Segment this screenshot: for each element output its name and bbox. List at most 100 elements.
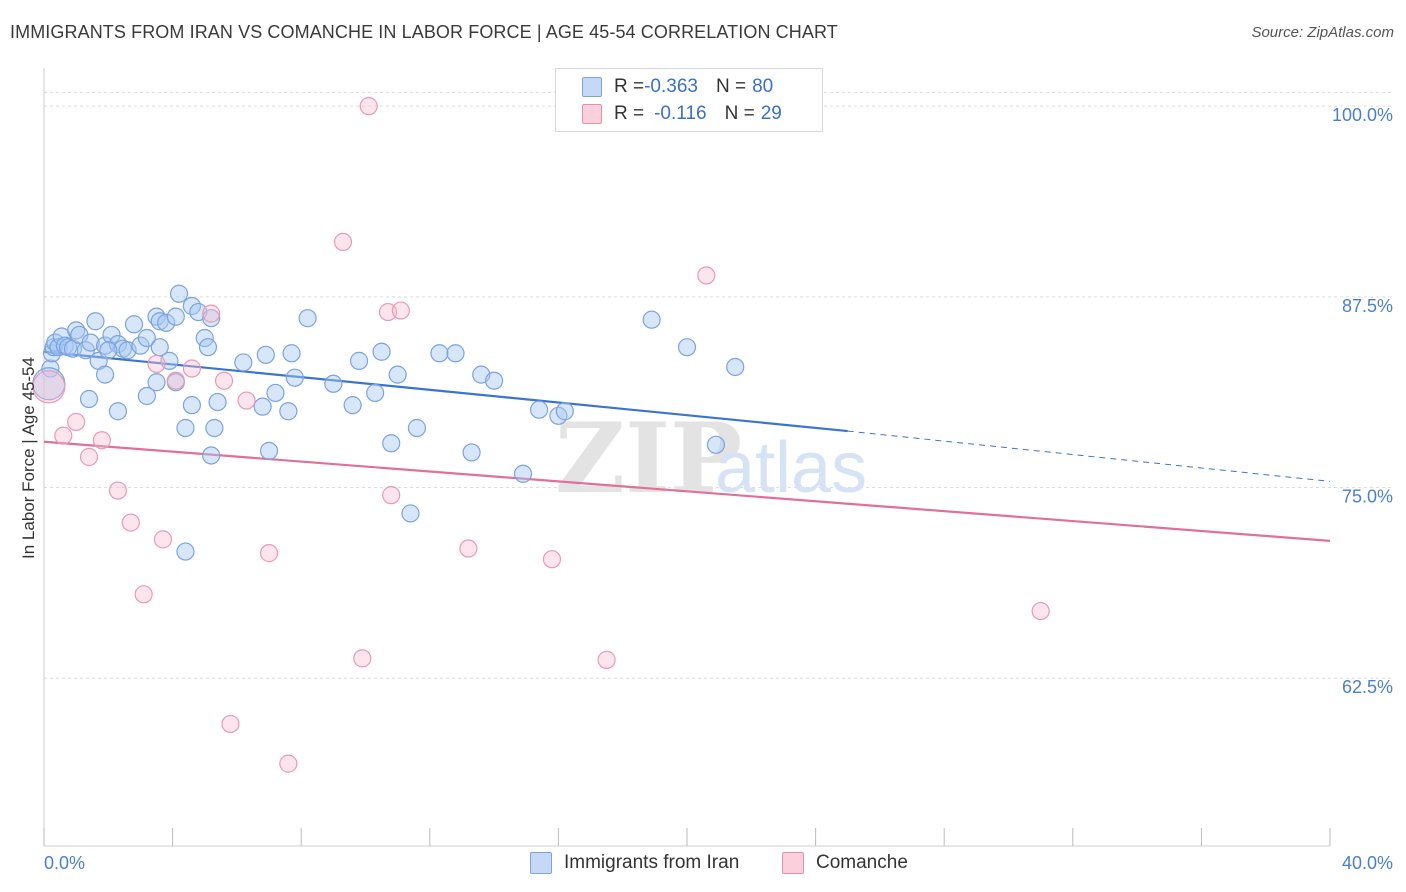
point-comanche [32, 370, 66, 404]
point-iran [86, 312, 105, 331]
point-iran [530, 400, 549, 419]
n-label: N = [724, 103, 755, 124]
point-iran [285, 368, 304, 387]
legend-swatch-blue [530, 852, 552, 874]
point-iran [202, 446, 221, 465]
point-comanche [359, 97, 378, 116]
point-comanche [221, 714, 240, 734]
r-value: -0.363 [644, 76, 698, 97]
trend-line-iran-extrapolated [847, 430, 1331, 482]
point-iran [677, 338, 697, 357]
point-iran [513, 464, 533, 483]
point-comanche [92, 431, 111, 450]
n-value: 29 [760, 103, 782, 124]
point-comanche [459, 539, 478, 558]
point-iran [343, 396, 362, 415]
data-points [32, 97, 1050, 773]
point-iran [298, 309, 317, 328]
point-iran [407, 418, 427, 438]
legend-swatch-pink [782, 852, 804, 874]
legend-swatch-blue [582, 77, 602, 97]
stats-legend: R = -0.363 N = 80 R = -0.116 N = 29 [555, 68, 823, 132]
legend-item-iran[interactable]: Immigrants from Iran [530, 852, 739, 874]
point-comanche [353, 649, 372, 668]
watermark-zip: ZIP [555, 402, 742, 515]
bottom-legend: Immigrants from Iran Comanche [0, 852, 1406, 876]
point-comanche [147, 354, 166, 374]
point-iran [401, 504, 420, 523]
point-iran [198, 338, 218, 357]
point-iran [382, 434, 401, 453]
point-iran [462, 443, 481, 462]
legend-label-iran: Immigrants from Iran [564, 852, 740, 873]
n-label: N = [715, 76, 747, 97]
point-iran [485, 371, 504, 390]
point-iran [349, 351, 369, 370]
legend-row-comanche: R = -0.116 N = 29 [556, 101, 782, 127]
point-iran [176, 542, 195, 561]
point-comanche [202, 304, 221, 323]
y-tick-labels: 62.5% 75.0% 87.5% 100.0% [1332, 105, 1393, 697]
r-label: R = [614, 76, 645, 97]
point-comanche [542, 550, 562, 569]
legend-label-comanche: Comanche [816, 852, 908, 873]
point-comanche [166, 371, 185, 390]
point-comanche [382, 486, 401, 505]
point-comanche [333, 232, 353, 252]
point-iran [157, 313, 176, 332]
point-comanche [67, 412, 86, 432]
point-iran [137, 386, 156, 406]
point-iran [642, 310, 661, 329]
trend-lines [43, 350, 1331, 542]
point-comanche [79, 447, 99, 467]
point-iran [706, 435, 726, 454]
point-iran [726, 357, 745, 377]
point-comanche [153, 530, 173, 549]
point-iran [41, 359, 60, 378]
point-comanche [134, 585, 153, 604]
point-comanche [182, 359, 201, 378]
point-iran [279, 402, 298, 421]
n-value: 80 [752, 76, 774, 97]
point-iran [388, 365, 407, 384]
point-iran [182, 396, 201, 415]
y-tick-label: 100.0% [1332, 105, 1393, 125]
trend-line-comanche [43, 440, 1331, 542]
grid-lines [44, 91, 1393, 679]
point-iran [131, 336, 150, 355]
r-label: R = [614, 103, 645, 124]
point-comanche [697, 266, 716, 285]
point-comanche [54, 426, 73, 445]
point-iran [169, 284, 189, 303]
y-tick-label: 87.5% [1342, 296, 1393, 316]
point-iran [124, 315, 144, 334]
trend-line-iran [43, 350, 848, 433]
point-comanche [214, 371, 234, 390]
point-iran [99, 341, 118, 360]
point-iran [81, 333, 100, 352]
point-iran [430, 344, 449, 363]
point-iran [234, 353, 253, 372]
point-comanche [597, 650, 616, 669]
point-comanche [1031, 601, 1050, 621]
legend-item-comanche[interactable]: Comanche [782, 852, 908, 874]
y-axis-title: In Labor Force | Age 45-54 [19, 357, 38, 559]
point-iran [555, 402, 574, 421]
x-tick-label-max: 40.0% [1342, 853, 1393, 873]
point-iran [102, 325, 121, 345]
legend-row-iran: R = -0.363 N = 80 [556, 74, 773, 100]
point-iran [95, 365, 115, 384]
point-comanche [121, 513, 140, 532]
point-iran [259, 441, 279, 460]
point-iran [253, 397, 272, 416]
point-iran [202, 309, 221, 328]
point-comanche [391, 301, 410, 320]
point-iran [372, 342, 391, 361]
point-iran [49, 338, 68, 357]
chart-title: IMMIGRANTS FROM IRAN VS COMANCHE IN LABO… [10, 22, 838, 42]
r-value: -0.116 [654, 103, 707, 124]
point-iran [256, 345, 275, 364]
point-iran [208, 392, 227, 412]
point-iran [205, 418, 224, 438]
